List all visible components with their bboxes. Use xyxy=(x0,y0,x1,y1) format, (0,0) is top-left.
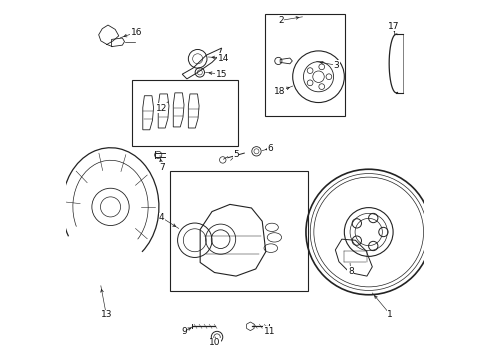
Text: 5: 5 xyxy=(233,150,239,159)
Text: 18: 18 xyxy=(274,86,286,95)
Text: 2: 2 xyxy=(278,16,284,25)
Text: 10: 10 xyxy=(209,338,221,347)
Bar xyxy=(265,14,345,116)
Text: 17: 17 xyxy=(388,22,399,31)
Text: 16: 16 xyxy=(131,28,142,37)
Text: 15: 15 xyxy=(216,70,227,79)
Text: 14: 14 xyxy=(218,54,229,63)
Text: 3: 3 xyxy=(334,61,339,70)
Text: 8: 8 xyxy=(348,267,354,276)
Text: 7: 7 xyxy=(159,163,165,172)
Text: 13: 13 xyxy=(100,310,112,319)
Text: 6: 6 xyxy=(267,144,273,153)
Text: 12: 12 xyxy=(156,104,168,113)
Text: 9: 9 xyxy=(181,327,187,336)
Bar xyxy=(132,80,238,146)
Text: 1: 1 xyxy=(388,310,393,319)
Text: 11: 11 xyxy=(264,327,275,336)
Text: 4: 4 xyxy=(159,213,165,222)
Bar xyxy=(170,171,308,291)
